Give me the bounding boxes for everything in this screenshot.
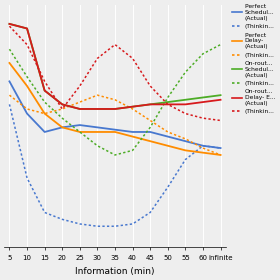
Legend: Perfect 
Schedul...
(Actual), (Thinkin..., Perfect 
Delay-
(Actual), (Thinkin...: Perfect Schedul... (Actual), (Thinkin...… — [231, 4, 276, 115]
X-axis label: Information (min): Information (min) — [75, 267, 155, 276]
